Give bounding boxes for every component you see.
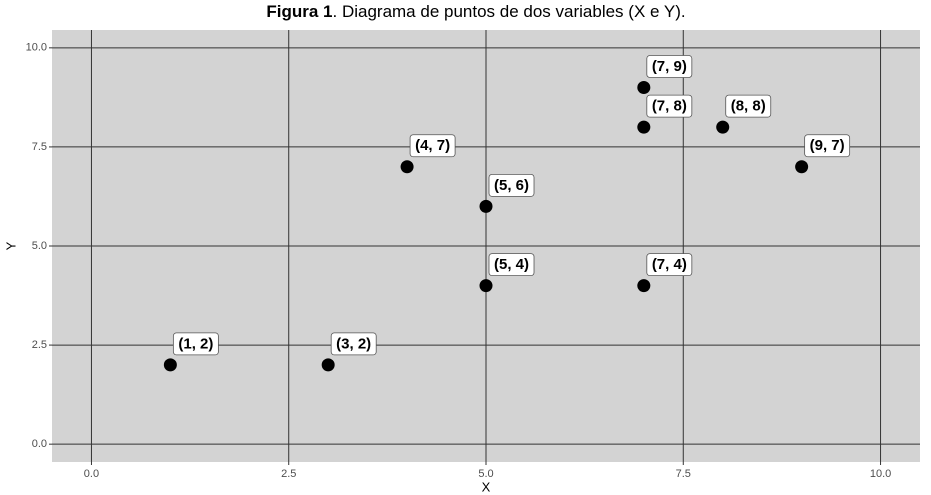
point <box>479 199 493 213</box>
x-tick-label: 0.0 <box>84 468 99 480</box>
point-label: (9, 7) <box>810 137 845 154</box>
point-label: (5, 4) <box>494 256 529 273</box>
point-label-box <box>488 253 535 277</box>
point <box>163 358 177 372</box>
point-label: (5, 6) <box>494 177 529 194</box>
point-label-box <box>804 134 851 158</box>
point-label-box <box>646 94 693 118</box>
y-tick-label: 5.0 <box>32 240 47 252</box>
marks: (1, 2) (3, 2) (4, 7) (5, 6) (5, 4) (7, 9) (7, … <box>163 55 851 372</box>
point <box>637 279 651 293</box>
chart-title: Figura 1. Diagrama de puntos de dos vari… <box>266 2 685 21</box>
y-axis-title: Y <box>3 241 18 250</box>
point-label-box <box>330 332 377 356</box>
point-label: (4, 7) <box>415 137 450 154</box>
point-label-box <box>488 173 535 197</box>
point <box>637 80 651 94</box>
x-tick-label: 10.0 <box>870 468 891 480</box>
x-axis-title: X <box>482 479 491 494</box>
point <box>479 279 493 293</box>
point <box>321 358 335 372</box>
point-label: (1, 2) <box>178 335 213 352</box>
point-label-box <box>646 55 693 78</box>
y-tick-label: 2.5 <box>32 339 47 351</box>
point-label-box <box>172 332 219 356</box>
point-label-box <box>725 94 772 118</box>
point <box>716 120 730 134</box>
point <box>795 160 809 174</box>
point-label-box <box>646 253 693 277</box>
y-tick-label: 10.0 <box>26 42 47 54</box>
point-label: (3, 2) <box>336 335 371 352</box>
x-tick-label: 5.0 <box>478 468 493 480</box>
x-tick-label: 2.5 <box>281 468 296 480</box>
point-label: (7, 4) <box>652 256 687 273</box>
title-rest: . Diagrama de puntos de dos variables (X… <box>333 2 686 21</box>
point-label: (8, 8) <box>731 98 766 115</box>
point-label-box <box>409 134 456 158</box>
y-tick-label: 0.0 <box>32 438 47 450</box>
y-tick-label: 7.5 <box>32 141 47 153</box>
point-label: (7, 8) <box>652 98 687 115</box>
point <box>637 120 651 134</box>
x-tick-label: 7.5 <box>676 468 691 480</box>
title-bold: Figura 1 <box>266 2 332 21</box>
point <box>400 160 414 174</box>
point-label: (7, 9) <box>652 58 687 75</box>
